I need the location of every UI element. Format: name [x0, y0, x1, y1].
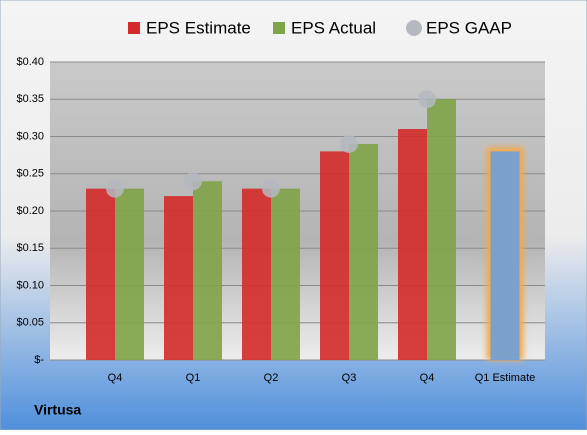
y-tick-label: $0.10 — [16, 279, 44, 291]
bar — [242, 188, 271, 360]
legend-label: EPS GAAP — [426, 18, 512, 37]
y-tick-label: $0.30 — [16, 130, 44, 142]
bar — [271, 188, 300, 360]
gaap-marker — [340, 134, 358, 153]
y-tick-label: $0.20 — [16, 205, 44, 217]
legend-marker — [273, 22, 285, 34]
x-tick-label: Q1 — [186, 372, 201, 384]
x-tick-label: Q4 — [420, 372, 435, 384]
y-tick-label: $0.05 — [16, 317, 44, 329]
legend-marker — [406, 20, 422, 36]
gaap-marker — [418, 90, 436, 109]
y-tick-label: $0.15 — [16, 242, 44, 254]
legend-label: EPS Estimate — [146, 18, 251, 37]
gaap-marker — [262, 179, 280, 198]
gaap-marker — [184, 172, 202, 191]
x-tick-label: Q1 Estimate — [475, 372, 536, 384]
bar — [349, 143, 378, 360]
bar — [193, 181, 222, 360]
y-tick-label: $0.35 — [16, 93, 44, 105]
x-tick-label: Q3 — [342, 372, 357, 384]
legend-marker — [128, 22, 140, 34]
bar — [86, 188, 115, 360]
bar — [398, 129, 427, 360]
bar — [490, 151, 520, 360]
y-tick-label: $0.25 — [16, 168, 44, 180]
bar — [164, 196, 193, 360]
y-tick-label: $0.40 — [16, 56, 44, 68]
x-tick-label: Q4 — [108, 372, 123, 384]
bar — [320, 151, 349, 360]
bar — [427, 99, 456, 360]
gaap-marker — [106, 179, 124, 198]
legend-label: EPS Actual — [291, 18, 376, 37]
x-tick-label: Q2 — [264, 372, 279, 384]
bar — [115, 188, 144, 360]
y-tick-label: $- — [34, 354, 44, 366]
footer: Virtusa — [34, 402, 81, 418]
